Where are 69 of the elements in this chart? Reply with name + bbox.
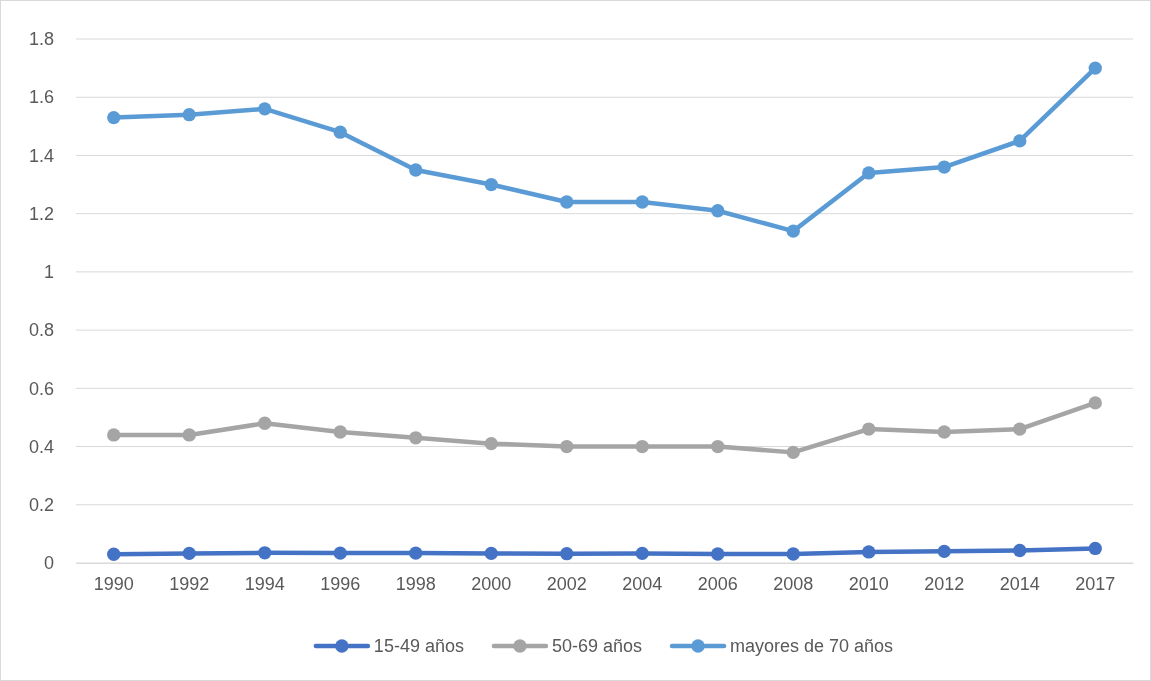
point [1088, 61, 1102, 75]
point [182, 428, 196, 442]
point [635, 195, 649, 209]
point [711, 204, 725, 218]
point [258, 102, 272, 116]
x-tick-label: 2012 [924, 573, 965, 594]
x-tick-label: 2006 [697, 573, 738, 594]
y-tick-label: 1.8 [28, 29, 54, 50]
x-tick-label: 1990 [93, 573, 134, 594]
point [711, 439, 725, 454]
y-tick-label: 0.6 [28, 378, 54, 399]
point [635, 439, 649, 454]
point [786, 224, 800, 238]
point [107, 428, 121, 442]
x-tick-label: 2010 [848, 573, 889, 594]
point [786, 445, 800, 460]
x-tick-label: 2004 [622, 573, 663, 594]
y-tick-label: 1 [43, 262, 54, 283]
point [409, 163, 423, 177]
point [258, 416, 272, 430]
x-tick-label: 1998 [395, 573, 436, 594]
point [560, 195, 574, 209]
y-tick-label: 1.6 [28, 87, 54, 108]
x-tick-label: 2014 [999, 573, 1040, 594]
y-tick-label: 0.4 [28, 436, 54, 457]
x-tick-label: 1996 [320, 573, 361, 594]
legend-label: 15-49 años [373, 636, 464, 656]
point [484, 177, 498, 192]
point [1013, 543, 1027, 558]
y-tick-label: 1.4 [28, 145, 54, 166]
point [711, 547, 725, 561]
point [937, 544, 951, 559]
point [937, 425, 951, 439]
point [333, 125, 347, 139]
point [182, 546, 196, 561]
point [560, 439, 574, 454]
point [1088, 396, 1102, 410]
point [107, 547, 121, 561]
point [409, 431, 423, 445]
y-tick-label: 0 [43, 553, 54, 574]
point [333, 425, 347, 439]
point [484, 436, 498, 451]
point [635, 546, 649, 561]
point [560, 547, 574, 561]
point [862, 422, 876, 436]
point [107, 110, 121, 125]
point [786, 547, 800, 561]
point [333, 546, 347, 560]
y-tick-label: 0.2 [28, 495, 54, 516]
y-tick-label: 1.2 [28, 203, 54, 224]
point [1088, 541, 1102, 556]
x-tick-label: 1992 [169, 573, 210, 594]
point [484, 546, 498, 561]
legend-label: 50-69 años [551, 636, 643, 656]
point [409, 546, 423, 560]
point [1013, 134, 1027, 148]
x-tick-label: 1994 [244, 573, 285, 594]
x-tick-label: 2002 [546, 573, 587, 594]
point [862, 545, 876, 559]
point [937, 160, 951, 174]
point [258, 546, 272, 560]
x-tick-label: 2008 [773, 573, 814, 594]
x-tick-label: 2017 [1075, 573, 1116, 594]
legend-label: mayores de 70 años [730, 636, 894, 656]
point [182, 108, 196, 122]
y-tick-label: 0.8 [28, 320, 54, 341]
point [862, 166, 876, 180]
x-tick-label: 2000 [471, 573, 512, 594]
point [1013, 422, 1027, 436]
